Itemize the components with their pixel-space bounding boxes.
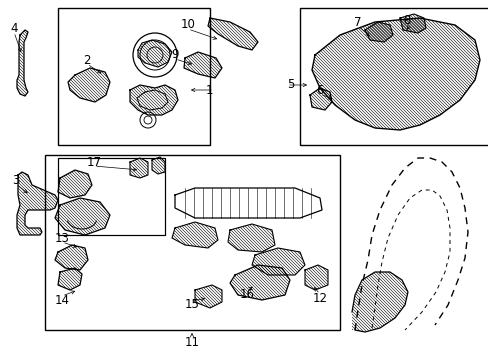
Text: 4: 4 <box>10 22 18 35</box>
Text: 6: 6 <box>316 84 323 96</box>
Text: 14: 14 <box>54 293 69 306</box>
Text: 16: 16 <box>239 288 254 302</box>
Text: 3: 3 <box>12 174 20 186</box>
Bar <box>45 155 339 330</box>
Bar <box>58 158 164 235</box>
Text: 11: 11 <box>184 336 199 348</box>
Text: 2: 2 <box>83 54 91 67</box>
Text: 10: 10 <box>180 18 195 31</box>
Bar <box>58 158 164 235</box>
Text: 17: 17 <box>86 156 102 168</box>
Text: 8: 8 <box>402 13 409 27</box>
Text: 9: 9 <box>171 49 179 62</box>
Bar <box>299 8 488 145</box>
Text: 13: 13 <box>55 231 69 244</box>
Text: 12: 12 <box>312 292 327 305</box>
Text: 5: 5 <box>287 78 294 91</box>
Bar <box>58 8 209 145</box>
Text: 7: 7 <box>353 15 361 28</box>
Text: 15: 15 <box>184 298 199 311</box>
Text: 1: 1 <box>205 84 213 96</box>
